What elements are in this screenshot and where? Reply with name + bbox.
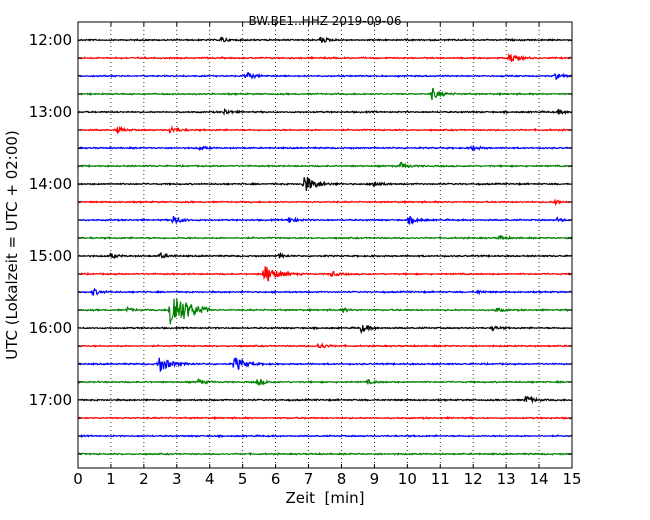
x-tick-label: 8 [337,470,347,488]
trace-1200 [77,36,573,44]
y-tick-label: 15:00 [29,247,72,265]
trace-1415 [77,198,573,207]
trace-1345 [77,161,573,169]
trace-1445 [77,234,573,241]
trace-1430 [77,215,573,225]
y-tick-label: 17:00 [29,391,72,409]
trace-1530 [77,287,573,296]
trace-1230 [77,71,573,81]
x-tick-label: 11 [431,470,450,488]
x-tick-label: 5 [238,470,248,488]
x-axis-label: Zeit [min] [285,489,364,507]
x-tick-label: 3 [172,470,182,488]
trace-1330 [77,145,573,152]
x-tick-label: 4 [205,470,215,488]
grid-lines [110,22,540,468]
trace-1715 [77,415,573,421]
x-tick-label: 13 [497,470,516,488]
y-axis-ticks: 12:00 13:00 14:00 15:00 16:00 17:00 [29,31,572,455]
trace-1730 [77,433,573,439]
x-tick-label: 15 [562,470,581,488]
trace-1700 [77,395,573,404]
trace-1745 [77,451,573,457]
chart-title: BW.BE1..HHZ 2019-09-06 [248,14,401,28]
trace-1245 [77,87,573,101]
x-tick-label: 10 [398,470,417,488]
trace-1515 [77,266,573,282]
y-tick-label: 13:00 [29,103,72,121]
y-tick-label: 12:00 [29,31,72,49]
y-tick-label: 14:00 [29,175,72,193]
x-tick-label: 0 [73,470,83,488]
trace-1600 [77,324,573,335]
trace-1615 [77,342,573,349]
x-axis-ticks: 0 1 2 3 4 5 6 7 8 9 10 11 12 13 14 15 [73,22,582,488]
trace-1500 [77,251,573,260]
y-tick-label: 16:00 [29,319,72,337]
x-tick-label: 1 [106,470,116,488]
trace-1630 [77,357,573,372]
y-axis-label: UTC (Lokalzeit = UTC + 02:00) [3,130,21,360]
trace-1645 [77,378,573,387]
trace-1400 [77,176,573,191]
trace-1545 [77,298,573,325]
trace-1215 [77,53,573,63]
x-tick-label: 12 [464,470,483,488]
trace-1315 [77,124,573,135]
trace-1300 [77,107,573,116]
plot-frame [77,21,573,469]
x-tick-label: 7 [304,470,314,488]
x-tick-label: 2 [139,470,149,488]
x-tick-label: 6 [271,470,281,488]
x-tick-label: 14 [530,470,549,488]
x-tick-label: 9 [370,470,380,488]
seismic-traces [77,36,573,457]
